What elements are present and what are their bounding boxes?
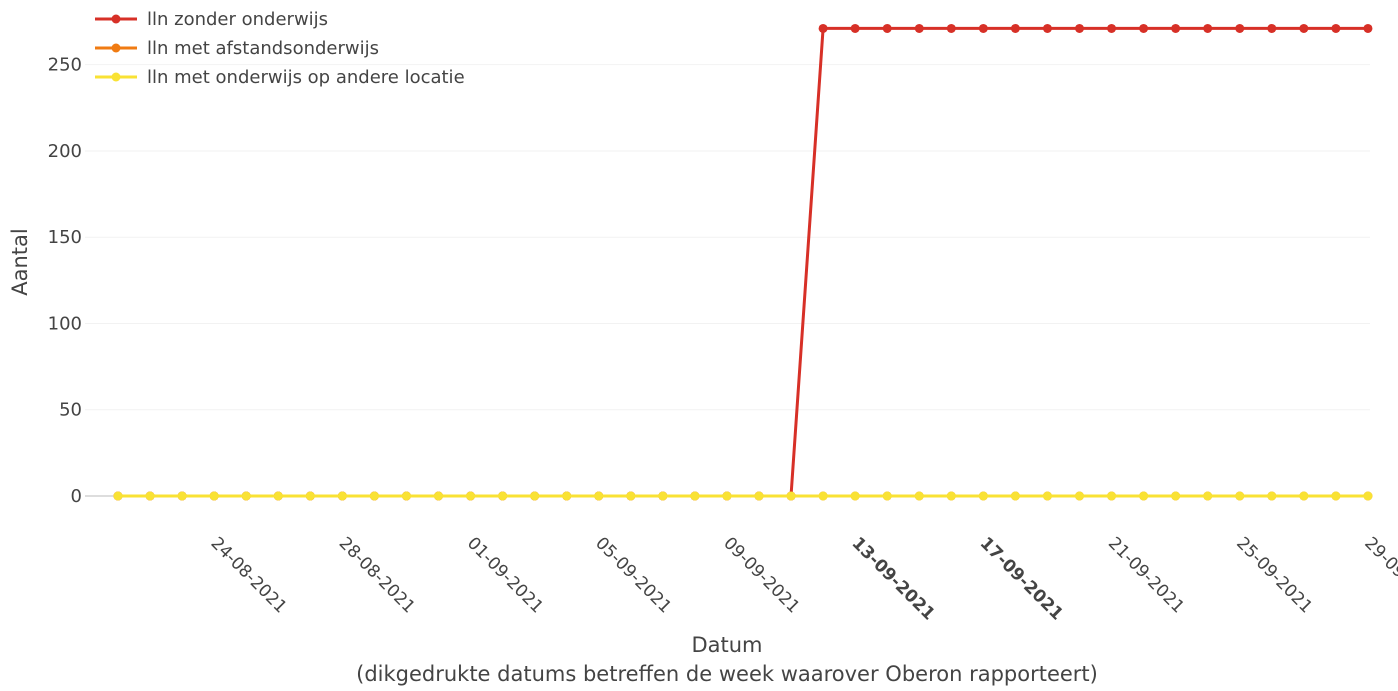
series-3-point-38	[1299, 491, 1309, 501]
series-3-point-16	[594, 491, 604, 501]
series-3-point-13	[498, 491, 508, 501]
legend-label-3: lln met onderwijs op andere locatie	[147, 67, 465, 88]
x-tick-label-13-09-2021: 13-09-2021	[848, 533, 939, 624]
y-tick-label-100: 100	[48, 313, 82, 334]
series-3-point-37	[1267, 491, 1277, 501]
legend-label-1: lln zonder onderwijs	[147, 9, 328, 30]
series-1-point-30	[1042, 23, 1052, 33]
series-1-point-38	[1299, 23, 1309, 33]
series-3-point-29	[1010, 491, 1020, 501]
y-tick-label-0: 0	[71, 486, 82, 507]
series-1-point-34	[1171, 23, 1181, 33]
series-3-point-33	[1139, 491, 1149, 501]
x-axis-title: Datum	[691, 633, 762, 657]
legend-swatch-marker-1	[111, 14, 121, 24]
x-tick-label-29-09-2021: 29-09-2021	[1360, 533, 1398, 617]
series-3-point-28	[978, 491, 988, 501]
legend-label-2: lln met afstandsonderwijs	[147, 38, 379, 59]
series-3-point-36	[1235, 491, 1245, 501]
series-3-point-1	[113, 491, 123, 501]
series-3-point-2	[145, 491, 155, 501]
series-1-point-37	[1267, 23, 1277, 33]
series-3-point-26	[914, 491, 924, 501]
legend-swatch-marker-2	[111, 43, 121, 53]
series-3-point-4	[209, 491, 219, 501]
series-1-point-26	[914, 23, 924, 33]
series-1-point-39	[1331, 23, 1341, 33]
y-axis-title: Aantal	[8, 228, 32, 295]
series-1-point-31	[1075, 23, 1084, 33]
series-1-point-24	[850, 23, 860, 33]
series-1-point-29	[1010, 23, 1020, 33]
series-3-point-12	[466, 491, 476, 501]
series-3-point-32	[1107, 491, 1117, 501]
series-3-point-22	[786, 491, 796, 501]
series-1-point-27	[946, 23, 956, 33]
series-3-point-23	[818, 491, 828, 501]
series-3-point-14	[530, 491, 540, 501]
series-3-point-25	[882, 491, 892, 501]
series-3-point-20	[722, 491, 732, 501]
x-tick-label-21-09-2021: 21-09-2021	[1104, 533, 1188, 617]
series-3-point-34	[1171, 491, 1181, 501]
x-tick-label-01-09-2021: 01-09-2021	[463, 533, 547, 617]
series-3-point-27	[946, 491, 956, 501]
series-3-point-11	[434, 491, 443, 501]
series-1-point-32	[1107, 23, 1117, 33]
series-3-point-35	[1203, 491, 1213, 501]
x-tick-label-28-08-2021: 28-08-2021	[335, 533, 419, 617]
series-3-point-8	[337, 491, 347, 501]
series-3-point-6	[273, 491, 283, 501]
series-1-point-40	[1363, 23, 1373, 33]
series-line-1	[118, 26, 1368, 498]
series-1-point-33	[1139, 23, 1149, 33]
series-1-point-28	[978, 23, 988, 33]
series-layer	[113, 23, 1373, 501]
x-tick-label-25-09-2021: 25-09-2021	[1232, 533, 1316, 617]
series-3-point-31	[1075, 491, 1084, 501]
series-3-point-9	[369, 491, 379, 501]
series-3-point-17	[626, 491, 636, 501]
series-3-point-18	[658, 491, 668, 501]
series-3-point-7	[305, 491, 315, 501]
series-3-point-40	[1363, 491, 1373, 501]
series-3-point-15	[562, 491, 572, 501]
y-tick-label-250: 250	[48, 55, 82, 76]
series-3-point-19	[690, 491, 700, 501]
legend[interactable]: lln zonder onderwijs lln met afstandsonde…	[95, 9, 465, 88]
x-tick-label-09-09-2021: 09-09-2021	[719, 533, 803, 617]
series-3-point-24	[850, 491, 860, 501]
legend-swatch-marker-3	[111, 72, 121, 82]
series-3-point-21	[754, 491, 764, 501]
series-3-point-10	[401, 491, 411, 501]
series-1-point-35	[1203, 23, 1213, 33]
series-1-point-23	[818, 23, 828, 33]
series-3-point-5	[241, 491, 251, 501]
series-1-point-36	[1235, 23, 1245, 33]
grid-lines	[85, 64, 1370, 497]
x-tick-label-17-09-2021: 17-09-2021	[976, 533, 1067, 624]
x-tick-label-05-09-2021: 05-09-2021	[591, 533, 675, 617]
y-tick-label-150: 150	[48, 227, 82, 248]
series-1-point-25	[882, 23, 892, 33]
y-axis-ticks: 0 50 100 150 200 250	[48, 55, 82, 507]
y-tick-label-50: 50	[59, 400, 82, 421]
x-tick-label-24-08-2021: 24-08-2021	[207, 533, 291, 617]
x-axis-subtitle: (dikgedrukte datums betreffen de week wa…	[356, 662, 1098, 686]
series-3-point-3	[177, 491, 187, 501]
x-axis-ticks: 24-08-2021 28-08-2021 01-09-2021 05-09-2021…	[207, 533, 1398, 624]
series-3-point-30	[1042, 491, 1052, 501]
y-tick-label-200: 200	[48, 141, 82, 162]
series-3-point-39	[1331, 491, 1341, 501]
